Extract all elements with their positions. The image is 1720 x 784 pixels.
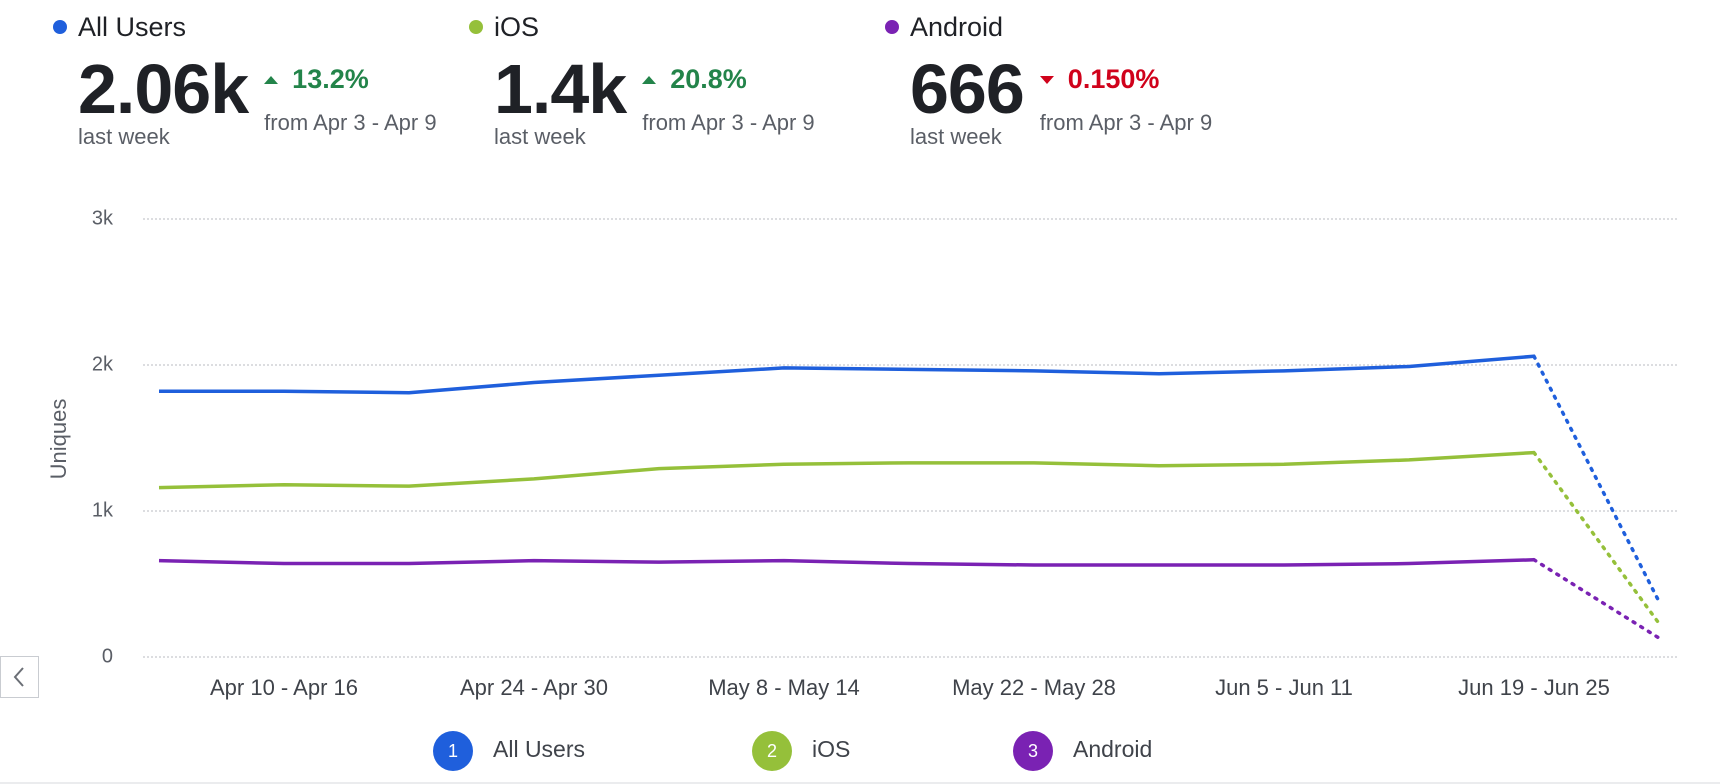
series-line bbox=[158, 450, 1535, 490]
x-tick-label: May 22 - May 28 bbox=[952, 675, 1116, 700]
kpi-row: 2.06k last week 13.2% from Apr 3 - Apr 9 bbox=[78, 50, 458, 150]
kpi-header: Android bbox=[885, 10, 1290, 44]
back-button[interactable] bbox=[0, 656, 39, 698]
kpi-value: 666 bbox=[910, 50, 1025, 128]
kpi-name: Android bbox=[910, 11, 1004, 42]
x-tick-label: May 8 - May 14 bbox=[708, 675, 860, 700]
kpi-left: 2.06k last week bbox=[78, 50, 249, 150]
kpi-name: iOS bbox=[494, 11, 540, 42]
chevron-icon bbox=[13, 667, 24, 687]
legend-badge-number: 2 bbox=[767, 741, 777, 761]
y-tick-label: 0 bbox=[102, 645, 113, 667]
y-axis-label: Uniques bbox=[46, 399, 71, 480]
kpi-right: 20.8% from Apr 3 - Apr 9 bbox=[642, 58, 874, 150]
kpi-dot bbox=[53, 20, 67, 34]
change-arrow bbox=[642, 75, 657, 84]
incomplete-line bbox=[1532, 558, 1661, 640]
legend-badge bbox=[1013, 731, 1053, 771]
kpi-card: All Users 2.06k last week 13.2% from Apr 3 -… bbox=[53, 10, 458, 150]
change-from: from Apr 3 - Apr 9 bbox=[1039, 110, 1213, 135]
x-tick-label: Apr 24 - Apr 30 bbox=[460, 675, 608, 700]
kpi-header: iOS bbox=[469, 10, 874, 44]
change-arrow bbox=[264, 75, 279, 84]
change-arrow bbox=[1039, 75, 1054, 84]
legend-badge bbox=[433, 731, 473, 771]
kpi-row: 1.4k last week 20.8% from Apr 3 - Apr 9 bbox=[494, 50, 874, 150]
x-tick-label: Jun 5 - Jun 11 bbox=[1215, 675, 1353, 700]
kpi-period: last week bbox=[910, 124, 1002, 149]
kpi-period: last week bbox=[494, 124, 586, 149]
y-tick-label: 2k bbox=[92, 353, 114, 375]
y-tick-label: 3k bbox=[92, 207, 114, 229]
series-line bbox=[159, 354, 1535, 395]
legend-badge-number: 3 bbox=[1028, 741, 1038, 761]
kpi-row: 666 last week 0.150% from Apr 3 - Apr 9 bbox=[910, 50, 1290, 150]
kpi-change: 0.150% bbox=[1039, 64, 1290, 95]
legend-label: Android bbox=[1073, 736, 1152, 762]
kpi-dot bbox=[885, 20, 899, 34]
kpi-value: 1.4k bbox=[494, 50, 627, 128]
kpi-card: Android 666 last week 0.150% from Apr 3 - Ap… bbox=[885, 10, 1290, 150]
kpi-left: 666 last week bbox=[910, 50, 1025, 150]
kpi-right: 0.150% from Apr 3 - Apr 9 bbox=[1039, 58, 1290, 150]
kpi-value: 2.06k bbox=[78, 50, 249, 128]
kpi-period: last week bbox=[78, 124, 170, 149]
change-from: from Apr 3 - Apr 9 bbox=[642, 110, 815, 135]
kpi-card: iOS 1.4k last week 20.8% from Apr 3 - Apr 9 bbox=[469, 10, 874, 150]
incomplete-line bbox=[1532, 354, 1661, 604]
kpi-change: 13.2% bbox=[264, 64, 458, 95]
legend-badge bbox=[752, 731, 792, 771]
change-from: from Apr 3 - Apr 9 bbox=[264, 110, 437, 135]
kpi-left: 1.4k last week bbox=[494, 50, 627, 150]
x-tick-label: Jun 19 - Jun 25 bbox=[1458, 675, 1610, 700]
change-value: 13.2% bbox=[292, 64, 369, 94]
legend-badge-number: 1 bbox=[448, 741, 458, 761]
kpi-right: 13.2% from Apr 3 - Apr 9 bbox=[264, 58, 458, 150]
legend-label: All Users bbox=[493, 736, 585, 762]
kpi-change: 20.8% bbox=[642, 64, 874, 95]
change-value: 0.150% bbox=[1067, 64, 1160, 94]
series-line bbox=[158, 558, 1535, 567]
incomplete-line bbox=[1532, 450, 1661, 626]
legend-label: iOS bbox=[812, 736, 850, 762]
y-tick-label: 1k bbox=[92, 499, 114, 521]
kpi-name: All Users bbox=[78, 11, 187, 42]
x-tick-label: Apr 10 - Apr 16 bbox=[210, 675, 358, 700]
kpi-header: All Users bbox=[53, 10, 458, 44]
change-value: 20.8% bbox=[670, 64, 747, 94]
kpi-dot bbox=[469, 20, 483, 34]
